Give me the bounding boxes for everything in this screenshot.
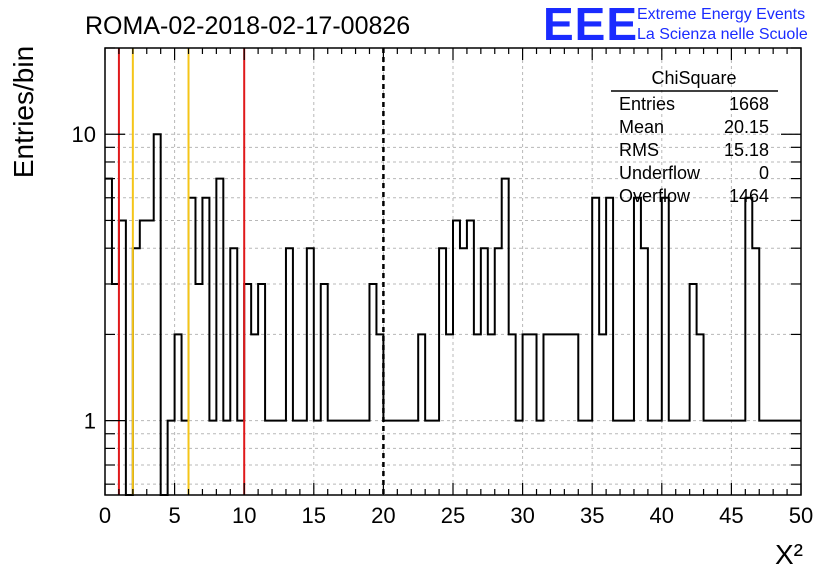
histogram-bar (557, 334, 564, 495)
stats-row-value: 20.15 (724, 117, 769, 137)
y-axis-ticks: 1 10 (72, 47, 801, 485)
histogram-bar (460, 248, 467, 495)
histogram-bar (523, 334, 530, 495)
histogram-bar (641, 248, 648, 495)
histogram-bar (592, 198, 599, 495)
histogram-bar (321, 284, 328, 495)
x-tick-label: 15 (302, 503, 326, 528)
histogram-bar (634, 198, 641, 495)
histogram-bar (418, 334, 425, 495)
stats-row-value: 1464 (729, 186, 769, 206)
stats-row-label: RMS (619, 140, 659, 160)
x-axis-ticks: 0 5 10 15 20 25 30 35 40 45 50 (99, 48, 813, 528)
histogram-bar (467, 220, 474, 495)
x-tick-label: 20 (371, 503, 395, 528)
stats-row-label: Underflow (619, 163, 701, 183)
x-tick-label: 5 (168, 503, 180, 528)
stats-row-label: Entries (619, 94, 675, 114)
histogram-bar (690, 284, 697, 495)
x-tick-label: 35 (580, 503, 604, 528)
stats-row-value: 1668 (729, 94, 769, 114)
x-tick-label: 10 (232, 503, 256, 528)
histogram-bar (564, 334, 571, 495)
eee-logo-mark: EEE (543, 0, 638, 50)
histogram-bar (495, 248, 502, 495)
histogram-bar (446, 334, 453, 495)
histogram-bar (697, 334, 704, 495)
stats-row-value: 0 (759, 163, 769, 183)
histogram-bar (543, 334, 550, 495)
x-tick-label: 40 (650, 503, 674, 528)
x-axis-label: X² (775, 539, 803, 570)
histogram-bar (147, 220, 154, 495)
statistics-box: ChiSquare Entries 1668 Mean 20.15 RMS 15.18 Un… (611, 68, 778, 206)
histogram-bar (662, 198, 669, 495)
histogram-bar (105, 179, 112, 495)
y-tick-label: 1 (84, 409, 96, 434)
x-tick-label: 30 (510, 503, 534, 528)
histogram-bar (140, 220, 147, 495)
histogram-bar (474, 334, 481, 495)
histogram-bar (307, 248, 314, 495)
histogram-bar (509, 334, 516, 495)
histogram-bar (530, 334, 537, 495)
x-tick-label: 45 (719, 503, 743, 528)
eee-logo: EEE Extreme Energy Events La Scienza nel… (543, 0, 808, 50)
histogram-bar (230, 248, 237, 495)
histogram-bar (202, 198, 209, 495)
eee-logo-line1: Extreme Energy Events (637, 6, 805, 23)
histogram-bar (481, 248, 488, 495)
histogram-bar (745, 198, 752, 495)
stats-row-label: Overflow (619, 186, 691, 206)
stats-title: ChiSquare (651, 68, 736, 88)
histogram-bar (119, 220, 126, 495)
histogram-bar (195, 284, 202, 495)
histogram-bar (112, 284, 119, 495)
histogram-bar (286, 248, 293, 495)
histogram-bar (453, 220, 460, 495)
histogram-bar (550, 334, 557, 495)
histogram-bar (599, 334, 606, 495)
x-tick-label: 50 (789, 503, 813, 528)
histogram-bar (571, 334, 578, 495)
histogram-bar (488, 334, 495, 495)
histogram-bar (154, 134, 161, 495)
histogram-bar (439, 248, 446, 495)
histogram-bar (216, 179, 223, 495)
eee-logo-line2: La Scienza nelle Scuole (637, 26, 808, 43)
histogram-bar (752, 248, 759, 495)
histogram-bar (502, 179, 509, 495)
histogram-bar (606, 198, 613, 495)
histogram-bar (251, 334, 258, 495)
histogram-bar (133, 248, 140, 495)
reference-lines (117, 48, 385, 495)
histogram-outline (105, 133, 801, 496)
chart-title: ROMA-02-2018-02-17-00826 (85, 12, 410, 40)
histogram-bar (244, 284, 251, 495)
y-tick-label: 10 (72, 122, 96, 147)
histogram-bar (189, 198, 196, 495)
histogram-bar (175, 334, 182, 495)
stats-row-value: 15.18 (724, 140, 769, 160)
y-axis-label: Entries/bin (8, 46, 39, 178)
histogram-bar (369, 284, 376, 495)
x-tick-label: 25 (441, 503, 465, 528)
x-tick-label: 0 (99, 503, 111, 528)
stats-row-label: Mean (619, 117, 664, 137)
histogram-bar (258, 284, 265, 495)
